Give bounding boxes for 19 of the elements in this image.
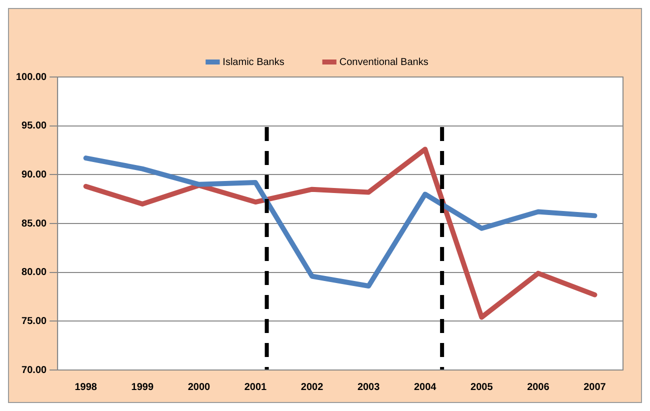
y-tick-label: 90.00 — [22, 169, 48, 180]
y-tick-label: 70.00 — [22, 364, 48, 376]
x-tick-label: 2001 — [244, 382, 268, 393]
legend-label: Islamic Banks — [222, 56, 284, 68]
x-tick-label: 2004 — [414, 382, 437, 393]
y-tick-label: 80.00 — [22, 267, 48, 278]
x-tick-label: 2003 — [357, 382, 380, 393]
x-tick-label: 1999 — [131, 382, 154, 393]
x-tick-label: 2000 — [188, 382, 210, 393]
y-tick-label: 95.00 — [22, 120, 48, 132]
y-tick-label: 75.00 — [22, 316, 48, 327]
x-tick-label: 2007 — [584, 382, 606, 393]
x-tick-label: 1998 — [74, 382, 98, 393]
x-tick-label: 2005 — [470, 382, 494, 393]
x-tick-label: 2002 — [300, 382, 324, 393]
y-tick-label: 85.00 — [22, 218, 48, 230]
x-tick-label: 2006 — [527, 382, 550, 393]
legend-label: Conventional Banks — [339, 56, 428, 68]
y-tick-label: 100.00 — [16, 72, 48, 83]
